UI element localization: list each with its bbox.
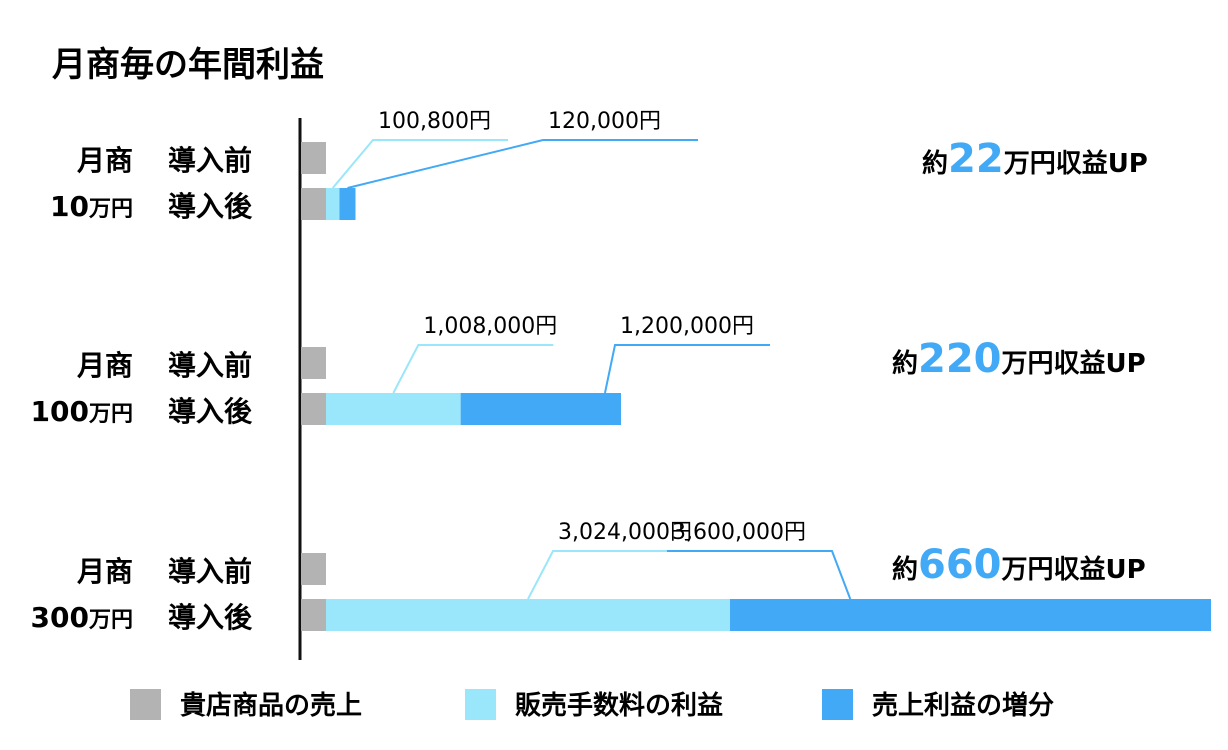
group-label-number: 10 bbox=[50, 190, 89, 223]
revenue-up-label: 約220万円収益UP bbox=[892, 336, 1146, 382]
bar-increase bbox=[460, 393, 621, 425]
bar-commission bbox=[326, 393, 461, 425]
commission-value-label: 3,024,000円 bbox=[558, 520, 692, 545]
increase-leader-line bbox=[347, 139, 698, 189]
revenue-up-label: 約22万円収益UP bbox=[922, 136, 1148, 182]
revenue-up-value: 220 bbox=[918, 336, 1002, 382]
group-label-number: 300 bbox=[31, 601, 89, 634]
increase-value-label: 1,200,000円 bbox=[620, 314, 754, 339]
group-label-top: 月商 bbox=[76, 144, 133, 177]
commission-value-label: 100,800円 bbox=[378, 109, 491, 134]
legend: 貴店商品の売上 販売手数料の利益 売上利益の増分 bbox=[130, 689, 1054, 721]
group-label-top: 月商 bbox=[76, 555, 133, 588]
group-label-amount: 10万円 bbox=[50, 190, 133, 223]
legend-swatch-increase bbox=[822, 689, 853, 720]
revenue-up-value: 22 bbox=[948, 136, 1004, 182]
bar-base-before bbox=[301, 347, 326, 379]
legend-label-base: 貴店商品の売上 bbox=[180, 690, 362, 721]
group-label-number: 100 bbox=[31, 395, 89, 428]
bar-base-after bbox=[301, 393, 326, 425]
bar-increase bbox=[730, 599, 1211, 631]
increase-value-label: 3,600,000円 bbox=[672, 520, 806, 545]
before-label: 導入前 bbox=[168, 555, 252, 588]
bar-base-after bbox=[301, 188, 326, 220]
revenue-up-label: 約660万円収益UP bbox=[892, 542, 1146, 588]
increase-leader-line bbox=[667, 550, 852, 600]
legend-swatch-base bbox=[130, 689, 161, 720]
before-label: 導入前 bbox=[168, 349, 252, 382]
group-label-unit: 万円 bbox=[88, 402, 133, 427]
legend-label-increase: 売上利益の増分 bbox=[872, 691, 1054, 721]
commission-leader-line bbox=[527, 550, 689, 600]
legend-swatch-commission bbox=[465, 689, 496, 720]
revenue-up-prefix: 約 bbox=[892, 554, 918, 585]
revenue-up-prefix: 約 bbox=[922, 148, 948, 179]
after-label: 導入後 bbox=[168, 190, 253, 223]
bar-base-before bbox=[301, 553, 326, 585]
revenue-up-value: 660 bbox=[918, 542, 1002, 588]
group-label-unit: 万円 bbox=[88, 608, 133, 633]
revenue-up-suffix: 万円収益UP bbox=[1004, 149, 1148, 179]
bar-commission bbox=[326, 599, 731, 631]
before-label: 導入前 bbox=[168, 144, 252, 177]
group-label-amount: 300万円 bbox=[31, 601, 133, 634]
revenue-up-prefix: 約 bbox=[892, 348, 918, 379]
bar-base-before bbox=[301, 142, 326, 174]
bar-commission bbox=[326, 188, 340, 220]
after-label: 導入後 bbox=[168, 395, 253, 428]
commission-leader-line bbox=[392, 344, 554, 394]
group-label-top: 月商 bbox=[76, 349, 133, 382]
bar-base-after bbox=[301, 599, 326, 631]
commission-value-label: 1,008,000円 bbox=[423, 314, 557, 339]
chart-title: 月商毎の年間利益 bbox=[52, 45, 324, 85]
bar-increase bbox=[339, 188, 356, 220]
after-label: 導入後 bbox=[168, 601, 253, 634]
group-label-amount: 100万円 bbox=[31, 395, 133, 428]
group-label-unit: 万円 bbox=[88, 197, 133, 222]
legend-label-commission: 販売手数料の利益 bbox=[515, 691, 723, 721]
revenue-up-suffix: 万円収益UP bbox=[1002, 555, 1146, 585]
increase-leader-line bbox=[603, 344, 770, 394]
commission-leader-line bbox=[331, 139, 508, 189]
increase-value-label: 120,000円 bbox=[548, 109, 661, 134]
revenue-up-suffix: 万円収益UP bbox=[1002, 349, 1146, 379]
